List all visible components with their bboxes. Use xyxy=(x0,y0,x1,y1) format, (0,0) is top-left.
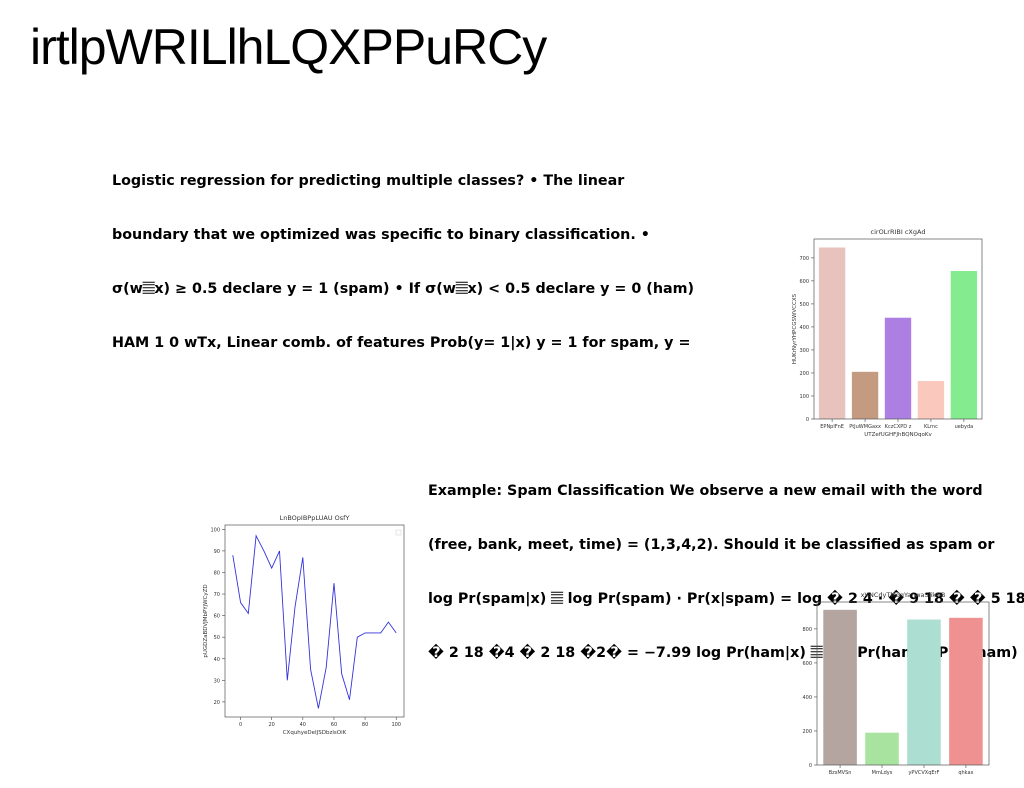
y-tick-label: 600 xyxy=(799,279,809,285)
y-tick-label: 60 xyxy=(214,614,220,620)
x-tick-label: KLrnc xyxy=(924,424,938,430)
y-tick-label: 40 xyxy=(214,657,220,663)
plot-frame xyxy=(813,238,983,420)
y-tick-label: 800 xyxy=(802,627,812,633)
text-line: σ(w𝄚x) ≥ 0.5 declare y = 1 (spam) • If σ… xyxy=(112,281,695,297)
text-block-spam-example: Example: Spam Classification We observe … xyxy=(428,446,1024,680)
y-tick-label: 30 xyxy=(214,678,220,684)
y-tick-label: 200 xyxy=(799,371,809,377)
x-tick-label: 40 xyxy=(300,722,306,728)
x-tick-label: yPVCVXqErF xyxy=(908,770,939,776)
y-tick-label: 700 xyxy=(799,256,809,262)
text-block-logistic-regression: Logistic regression for predicting multi… xyxy=(112,136,694,370)
x-tick-label: uebyda xyxy=(955,424,974,430)
y-tick-label: 400 xyxy=(799,325,809,331)
legend-box xyxy=(395,529,402,536)
slide-title: irtlpWRILlhLQXPPuRCy xyxy=(30,19,547,75)
y-tick-label: 100 xyxy=(210,527,220,533)
y-tick-label: 600 xyxy=(802,661,812,667)
bar xyxy=(950,270,978,419)
bar xyxy=(884,317,912,419)
bar xyxy=(818,247,846,419)
y-tick-label: 50 xyxy=(214,635,220,641)
bar xyxy=(949,617,983,765)
x-tick-label: EPNplFnE xyxy=(820,424,844,430)
text-line: boundary that we optimized was specific … xyxy=(112,227,650,243)
y-tick-label: 70 xyxy=(214,592,220,598)
text-line: log Pr(spam|x) 𝄚 log Pr(spam) · Pr(x|spa… xyxy=(428,591,1024,607)
y-tick-label: 200 xyxy=(802,729,812,735)
x-tick-label: KczCXPD z xyxy=(885,424,912,430)
chart-title: xVNCdyTMogYanwaSlikNB xyxy=(861,591,946,599)
x-tick-label: 80 xyxy=(362,722,368,728)
x-tick-label: MmLdys xyxy=(872,770,893,776)
y-tick-label: 100 xyxy=(799,394,809,400)
y-axis-label: HUKrNyrYHPCGSWVCCXS xyxy=(792,293,798,364)
y-tick-label: 80 xyxy=(214,570,220,576)
y-tick-label: 20 xyxy=(214,700,220,706)
x-tick-label: 0 xyxy=(239,722,242,728)
bar xyxy=(851,371,879,419)
text-line: Example: Spam Classification We observe … xyxy=(428,483,983,499)
y-tick-label: 0 xyxy=(806,417,809,423)
x-tick-label: 60 xyxy=(331,722,337,728)
bar-chart-top: cirOLrRIBI cXgAd 0 100 200 300 400 500 600 700 EP… xyxy=(792,228,983,438)
text-line: (free, bank, meet, time) = (1,3,4,2). Sh… xyxy=(428,537,995,553)
line-chart: LnBOpIBPpLUAU OsfY 20 30 40 50 60 70 80 90 100 0 20… xyxy=(203,514,405,736)
x-axis-label: UTZefUGHFJhBQNOqoKv xyxy=(864,432,932,438)
plot-frame xyxy=(224,524,405,718)
series-line xyxy=(232,534,397,709)
y-tick-label: 90 xyxy=(214,549,220,555)
plot-frame xyxy=(816,601,990,766)
bar xyxy=(865,732,899,765)
x-tick-label: 100 xyxy=(391,722,401,728)
y-tick-label: 300 xyxy=(799,348,809,354)
y-axis-label: pUGDZaBDVJMbPYjWCyZD xyxy=(203,584,209,657)
text-line: HAM 1 0 wTx, Linear comb. of features Pr… xyxy=(112,335,691,351)
y-tick-label: 400 xyxy=(802,695,812,701)
chart-title: LnBOpIBPpLUAU OsfY xyxy=(280,514,350,522)
x-tick-label: PtJuWMGaxx xyxy=(849,424,881,430)
x-tick-label: BzsMVSn xyxy=(829,770,852,776)
x-tick-label: qhkax xyxy=(958,770,973,776)
bar xyxy=(907,619,941,765)
x-axis-label: CXquhyeDeIJSDbzlsOiK xyxy=(283,730,347,736)
chart-title: cirOLrRIBI cXgAd xyxy=(871,228,926,236)
bar xyxy=(917,381,945,419)
bar xyxy=(823,609,857,765)
text-line: Logistic regression for predicting multi… xyxy=(112,173,625,189)
y-tick-label: 500 xyxy=(799,302,809,308)
bar-chart-bottom: xVNCdyTMogYanwaSlikNB 0 200 400 600 800 BzsMVS… xyxy=(802,591,990,776)
x-tick-label: 20 xyxy=(269,722,275,728)
y-tick-label: 0 xyxy=(809,763,812,769)
